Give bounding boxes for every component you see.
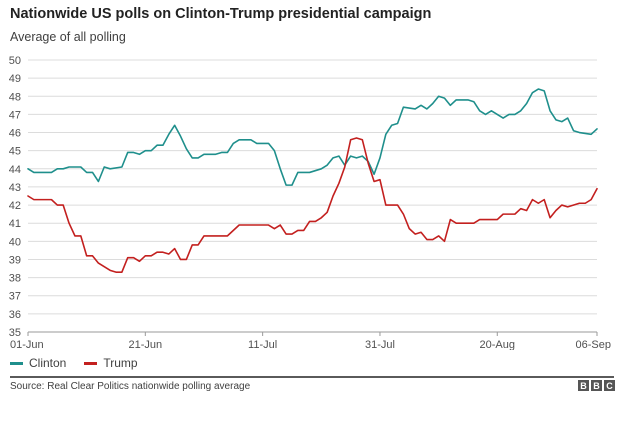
x-tick-label: 06-Sep — [576, 339, 611, 350]
y-tick-label: 50 — [9, 55, 21, 67]
y-tick-label: 36 — [9, 309, 21, 321]
footer-divider — [10, 376, 614, 378]
bbc-logo: B B C — [578, 380, 615, 391]
y-tick-label: 46 — [9, 128, 21, 140]
y-tick-label: 42 — [9, 200, 21, 212]
line-chart: 35 36 37 38 39 40 41 42 43 44 45 46 47 48 49 50 01-Jun 2… — [9, 55, 611, 350]
x-tick-label: 31-Jul — [365, 339, 395, 350]
source-note: Source: Real Clear Politics nationwide p… — [10, 381, 251, 392]
series-line-clinton — [27, 88, 598, 186]
y-tick-label: 41 — [9, 218, 21, 230]
chart-subtitle: Average of all polling — [10, 30, 126, 44]
legend-item-clinton: Clinton — [10, 356, 66, 370]
y-tick-label: 37 — [9, 291, 21, 303]
chart-title: Nationwide US polls on Clinton-Trump pre… — [10, 6, 432, 22]
legend-label-trump: Trump — [103, 356, 138, 370]
series-line-trump — [27, 137, 598, 273]
legend-swatch-trump — [84, 361, 98, 365]
y-tick-label: 43 — [9, 182, 21, 194]
y-tick-label: 49 — [9, 73, 21, 85]
y-axis: 35 36 37 38 39 40 41 42 43 44 45 46 47 48 49 50 — [9, 55, 21, 339]
bbc-logo-letter: C — [604, 380, 615, 391]
y-tick-label: 40 — [9, 236, 21, 248]
legend-swatch-clinton — [10, 361, 23, 365]
x-tick-label: 11-Jul — [248, 339, 277, 350]
y-tick-label: 38 — [9, 273, 21, 285]
y-tick-label: 45 — [9, 146, 21, 158]
y-tick-label: 47 — [9, 109, 21, 121]
y-tick-label: 35 — [9, 327, 21, 339]
x-tick-label: 21-Jun — [128, 339, 162, 350]
bbc-logo-letter: B — [578, 380, 589, 391]
y-tick-label: 39 — [9, 254, 21, 266]
legend-item-trump: Trump — [84, 356, 138, 370]
legend: Clinton Trump — [10, 356, 138, 370]
y-tick-label: 48 — [9, 91, 21, 103]
legend-label-clinton: Clinton — [29, 356, 67, 370]
x-tick-label: 20-Aug — [480, 339, 515, 350]
x-tick-label: 01-Jun — [10, 339, 44, 350]
bbc-logo-letter: B — [591, 380, 602, 391]
series-lines — [27, 88, 598, 273]
x-axis: 01-Jun 21-Jun 11-Jul 31-Jul 20-Aug 06-Sep — [10, 332, 611, 350]
gridlines — [28, 59, 597, 333]
y-tick-label: 44 — [9, 164, 21, 176]
